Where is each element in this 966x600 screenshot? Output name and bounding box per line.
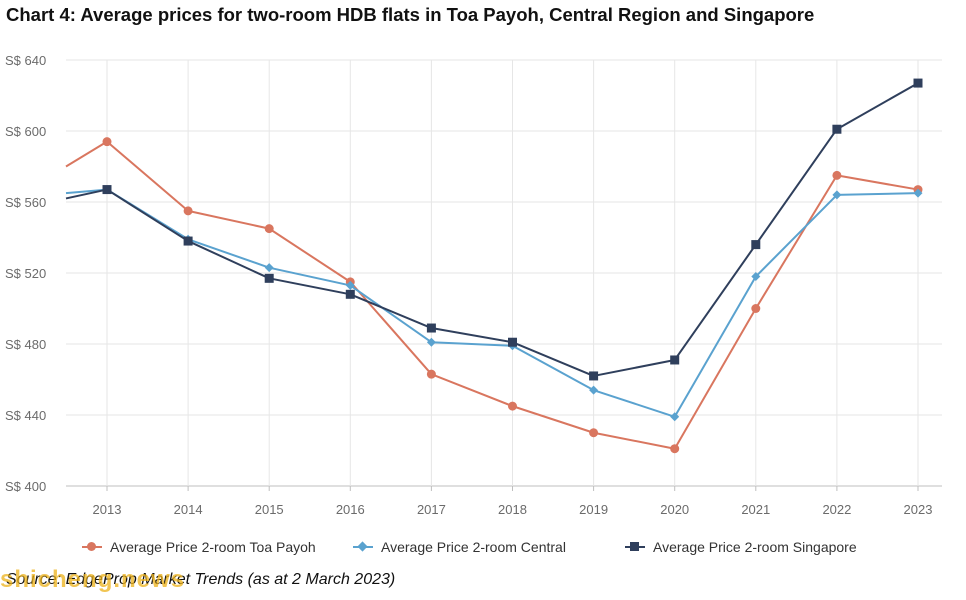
y-tick-label: S$ 560: [5, 195, 46, 210]
point-diamond: [264, 263, 274, 273]
x-tick-label: 2013: [93, 502, 122, 517]
series-layer: [65, 78, 923, 454]
point-diamond: [345, 280, 355, 290]
legend-label-toa-payoh: Average Price 2-room Toa Payoh: [110, 539, 316, 555]
grid-layer: [66, 59, 942, 487]
point-square: [183, 236, 193, 246]
y-tick-label: S$ 440: [5, 408, 46, 423]
legend-item-central[interactable]: Average Price 2-room Central: [353, 539, 566, 555]
point-square: [426, 323, 436, 333]
legend-swatch-diamond-icon: [353, 541, 373, 553]
x-tick-label: 2016: [336, 502, 365, 517]
point-square: [102, 185, 112, 195]
chart-title: Chart 4: Average prices for two-room HDB…: [6, 4, 815, 25]
legend: Average Price 2-room Toa Payoh Average P…: [0, 539, 966, 561]
y-tick-label: S$ 640: [5, 53, 46, 68]
point-circle: [264, 224, 274, 234]
point-circle: [832, 170, 842, 180]
y-tick-label: S$ 400: [5, 479, 46, 494]
watermark: shicheng.news: [0, 566, 186, 593]
point-square: [345, 289, 355, 299]
point-circle: [508, 401, 517, 411]
point-square: [264, 273, 274, 283]
point-diamond: [832, 190, 842, 200]
series-line: [65, 188, 919, 418]
legend-item-toa-payoh[interactable]: Average Price 2-room Toa Payoh: [82, 539, 316, 555]
point-diamond: [589, 385, 599, 395]
line-chart: S$ 400 S$ 440 S$ 480 S$ 520 S$ 560 S$ 600 S$ 6…: [5, 53, 942, 517]
x-tick-label: 2014: [174, 502, 203, 517]
legend-label-singapore: Average Price 2-room Singapore: [653, 539, 857, 555]
series-1: [65, 185, 923, 422]
point-square: [670, 355, 680, 365]
y-tick-label: S$ 600: [5, 124, 46, 139]
legend-swatch-circle-icon: [82, 541, 102, 553]
x-tick-label: 2021: [741, 502, 770, 517]
source-note: Source: EdgeProp Market Trends (as at 2 …: [6, 571, 396, 588]
point-square: [832, 124, 842, 134]
axis-layer: S$ 400 S$ 440 S$ 480 S$ 520 S$ 560 S$ 600 S$ 6…: [5, 53, 932, 517]
x-tick-label: 2022: [822, 502, 851, 517]
point-diamond: [426, 337, 436, 347]
y-tick-label: S$ 480: [5, 337, 46, 352]
series-line: [65, 82, 919, 377]
point-square: [913, 78, 923, 88]
point-circle: [183, 206, 193, 216]
legend-swatch-square-icon: [625, 541, 645, 553]
point-square: [508, 337, 517, 347]
point-circle: [426, 369, 436, 379]
point-diamond: [751, 272, 761, 282]
point-diamond: [670, 412, 680, 422]
point-square: [751, 240, 761, 250]
x-tick-label: 2017: [417, 502, 446, 517]
series-0: [65, 137, 923, 454]
point-circle: [751, 304, 761, 313]
point-circle: [670, 444, 680, 454]
y-tick-label: S$ 520: [5, 266, 46, 281]
point-square: [589, 371, 599, 381]
x-tick-label: 2023: [904, 502, 933, 517]
x-tick-label: 2019: [579, 502, 608, 517]
legend-item-singapore[interactable]: Average Price 2-room Singapore: [625, 539, 857, 555]
point-circle: [589, 428, 599, 438]
point-circle: [102, 137, 112, 147]
x-tick-label: 2015: [255, 502, 284, 517]
point-diamond: [913, 188, 923, 198]
series-2: [65, 78, 923, 381]
legend-label-central: Average Price 2-room Central: [381, 539, 566, 555]
series-line: [65, 140, 919, 450]
x-tick-label: 2018: [498, 502, 527, 517]
x-tick-label: 2020: [660, 502, 689, 517]
